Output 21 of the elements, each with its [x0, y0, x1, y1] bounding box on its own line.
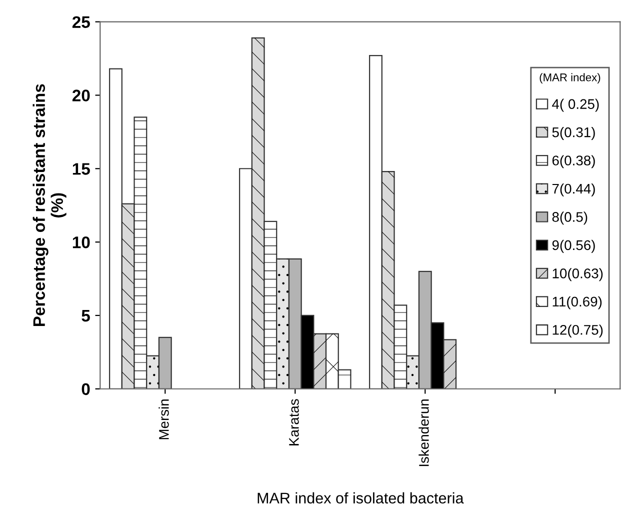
x-tick-label: Iskenderun [418, 399, 429, 466]
legend-title: (MAR index) [540, 73, 600, 84]
y-tick-label: 15 [72, 163, 90, 175]
legend-label: 7(0.44) [552, 183, 595, 196]
legend-label: 6(0.38) [552, 155, 595, 168]
legend-label: 12(0.75) [552, 324, 603, 338]
y-tick-label: 10 [72, 236, 90, 248]
y-axis-title: Percentage of resistant strains (%) [32, 84, 66, 326]
legend-label: 9(0.56) [552, 240, 595, 253]
y-tick-label: 0 [82, 383, 90, 396]
legend-label: 4( 0.25) [552, 98, 599, 112]
legend-label: 10(0.63) [552, 268, 603, 282]
x-tick-label: Mersin [158, 399, 169, 440]
legend-label: 8(0.5) [552, 212, 588, 225]
y-tick-label: 5 [82, 310, 90, 322]
legend-label: 11(0.69) [552, 296, 602, 310]
y-tick-label: 20 [72, 90, 90, 102]
legend-label: 5(0.31) [552, 127, 595, 140]
y-tick-label: 25 [72, 16, 90, 28]
x-axis-title: MAR index of isolated bacteria [258, 492, 464, 504]
x-tick-label: Karatas [289, 399, 299, 446]
